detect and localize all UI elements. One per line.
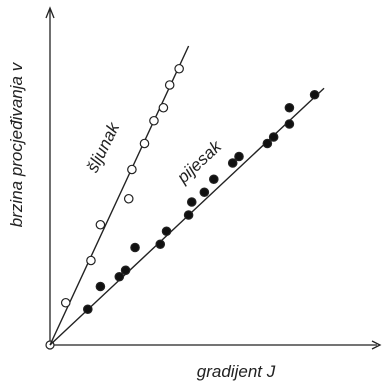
data-points: [60, 63, 320, 315]
y-axis-arrow: [45, 6, 55, 19]
data-point-sljunak-9: [164, 80, 175, 90]
data-point-pijesak-3: [114, 271, 125, 282]
data-point-sljunak-10: [174, 63, 184, 74]
fit-lines: [49, 45, 325, 346]
data-point-pijesak-5: [130, 242, 140, 253]
data-point-pijesak-12: [227, 158, 238, 168]
data-point-pijesak-6: [155, 239, 166, 250]
x-axis-label: gradijent J: [197, 362, 276, 381]
data-point-pijesak-7: [161, 226, 172, 237]
data-point-sljunak-3: [95, 219, 106, 230]
data-point-sljunak-6: [139, 138, 150, 149]
data-point-pijesak-2: [95, 281, 106, 292]
data-point-pijesak-13: [234, 151, 244, 162]
data-point-pijesak-10: [199, 187, 210, 198]
data-point-sljunak-7: [149, 115, 159, 126]
data-point-pijesak-1: [83, 304, 93, 315]
data-point-pijesak-4: [120, 265, 131, 276]
fit-line-sljunak: [49, 45, 190, 346]
data-point-sljunak-2: [86, 255, 96, 266]
data-point-sljunak-1: [60, 297, 71, 308]
data-point-pijesak-9: [186, 197, 197, 207]
data-point-pijesak-8: [183, 210, 194, 220]
x-axis-arrow: [371, 340, 382, 350]
data-point-pijesak-17: [284, 102, 295, 113]
data-point-pijesak-18: [309, 89, 320, 100]
data-point-sljunak-8: [158, 102, 169, 113]
series-label-sljunak: šljunak: [83, 118, 124, 175]
data-point-pijesak-11: [209, 174, 219, 185]
data-point-pijesak-15: [268, 132, 279, 142]
y-axis-label: brzina procjeđivanja v: [7, 61, 26, 227]
axes: [45, 6, 382, 350]
data-point-sljunak-5: [127, 164, 137, 175]
data-point-pijesak-14: [262, 138, 273, 149]
data-point-pijesak-16: [284, 119, 295, 129]
data-point-sljunak-4: [123, 193, 134, 204]
